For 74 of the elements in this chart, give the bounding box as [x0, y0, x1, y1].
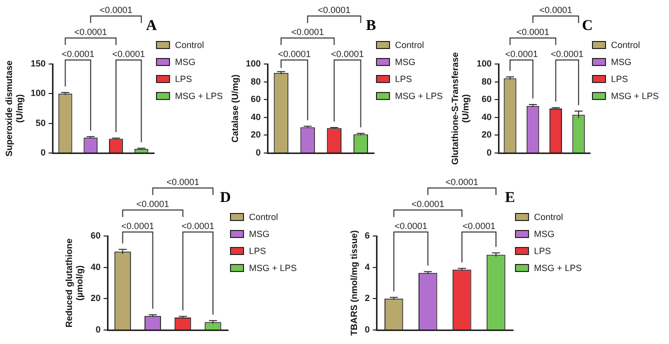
y-tick-label: 100: [246, 58, 261, 68]
legend-label: Control: [611, 40, 640, 50]
legend-label: Control: [249, 212, 278, 222]
text: <0.0001: [62, 49, 94, 59]
text: <0.0001: [446, 177, 478, 187]
legend-label: MSG + LPS: [249, 263, 297, 273]
y-tick-label: 80: [482, 76, 492, 86]
legend-label: MSG: [611, 57, 632, 67]
y-axis-title: Reduced glutathione (µmol/g): [64, 238, 85, 328]
y-tick-label: 50: [36, 118, 46, 128]
chart-title: D: [220, 190, 231, 206]
y-tick-label: 0: [256, 147, 261, 158]
text: <0.0001: [318, 5, 351, 15]
text: <0.0001: [74, 27, 108, 37]
text: <0.0001: [112, 49, 146, 59]
text: <0.0001: [505, 49, 538, 59]
chart-title: C: [582, 18, 593, 34]
y-tick-label: 40: [482, 112, 492, 122]
y-axis-title: Superoxide dismutase (U/mg): [4, 60, 25, 157]
y-axis-title: Catalase (U/mg): [230, 74, 240, 143]
legend-label: Control: [175, 40, 204, 50]
y-tick-label: 100: [30, 88, 46, 98]
legend-label: LPS: [534, 246, 552, 256]
text: <0.0001: [136, 199, 170, 209]
text: <0.0001: [291, 27, 324, 37]
y-tick-label: 0: [486, 147, 492, 158]
text: <0.0001: [121, 221, 154, 231]
text: <0.0001: [516, 27, 550, 37]
chart-title: E: [505, 190, 516, 206]
legend-label: LPS: [175, 74, 192, 84]
text: <0.0001: [166, 177, 200, 187]
chart-title: B: [366, 18, 376, 34]
legend-label: Control: [395, 40, 424, 50]
legend-label: LPS: [395, 74, 412, 84]
y-tick-label: 20: [90, 293, 101, 304]
y-tick-label: 2: [364, 293, 370, 304]
y-tick-label: 0: [364, 324, 370, 334]
y-tick-label: 0: [96, 324, 101, 334]
y-tick-label: 6: [364, 230, 370, 240]
text: <0.0001: [462, 221, 496, 231]
chart-title: A: [146, 18, 157, 34]
y-tick-label: 40: [90, 262, 101, 272]
y-tick-label: 80: [250, 76, 261, 86]
y-tick-label: 100: [476, 58, 492, 68]
y-tick-label: 20: [482, 130, 492, 140]
text: <0.0001: [182, 221, 214, 231]
legend-label: MSG + LPS: [611, 91, 659, 101]
text: <0.0001: [394, 221, 428, 231]
y-tick-label: 60: [250, 94, 261, 104]
y-axis-title: Glutathione-S-Transferase (U/mg): [450, 52, 471, 165]
y-tick-label: 60: [90, 230, 101, 240]
legend-label: MSG: [175, 57, 196, 67]
legend-label: MSG + LPS: [175, 91, 223, 101]
y-axis-title: TBARS (nmol/mg tissue): [348, 230, 359, 336]
y-tick-label: 0: [40, 147, 46, 158]
legend-label: MSG: [534, 229, 555, 239]
legend-label: LPS: [611, 74, 628, 84]
legend-label: LPS: [249, 246, 266, 256]
legend-label: MSG: [249, 229, 270, 239]
legend-label: MSG + LPS: [534, 263, 582, 273]
text: <0.0001: [411, 199, 444, 209]
text: <0.0001: [278, 49, 311, 59]
text: <0.0001: [100, 5, 132, 15]
legend-label: Control: [534, 212, 564, 222]
legend-label: MSG + LPS: [395, 91, 443, 101]
y-tick-label: 40: [250, 112, 261, 122]
text: <0.0001: [550, 49, 584, 59]
y-tick-label: 150: [30, 58, 46, 68]
text: <0.0001: [331, 49, 364, 59]
y-tick-label: 20: [250, 130, 261, 140]
text: <0.0001: [539, 5, 572, 15]
legend-label: MSG: [395, 57, 416, 67]
y-tick-label: 4: [364, 262, 370, 272]
y-tick-label: 60: [482, 94, 492, 104]
